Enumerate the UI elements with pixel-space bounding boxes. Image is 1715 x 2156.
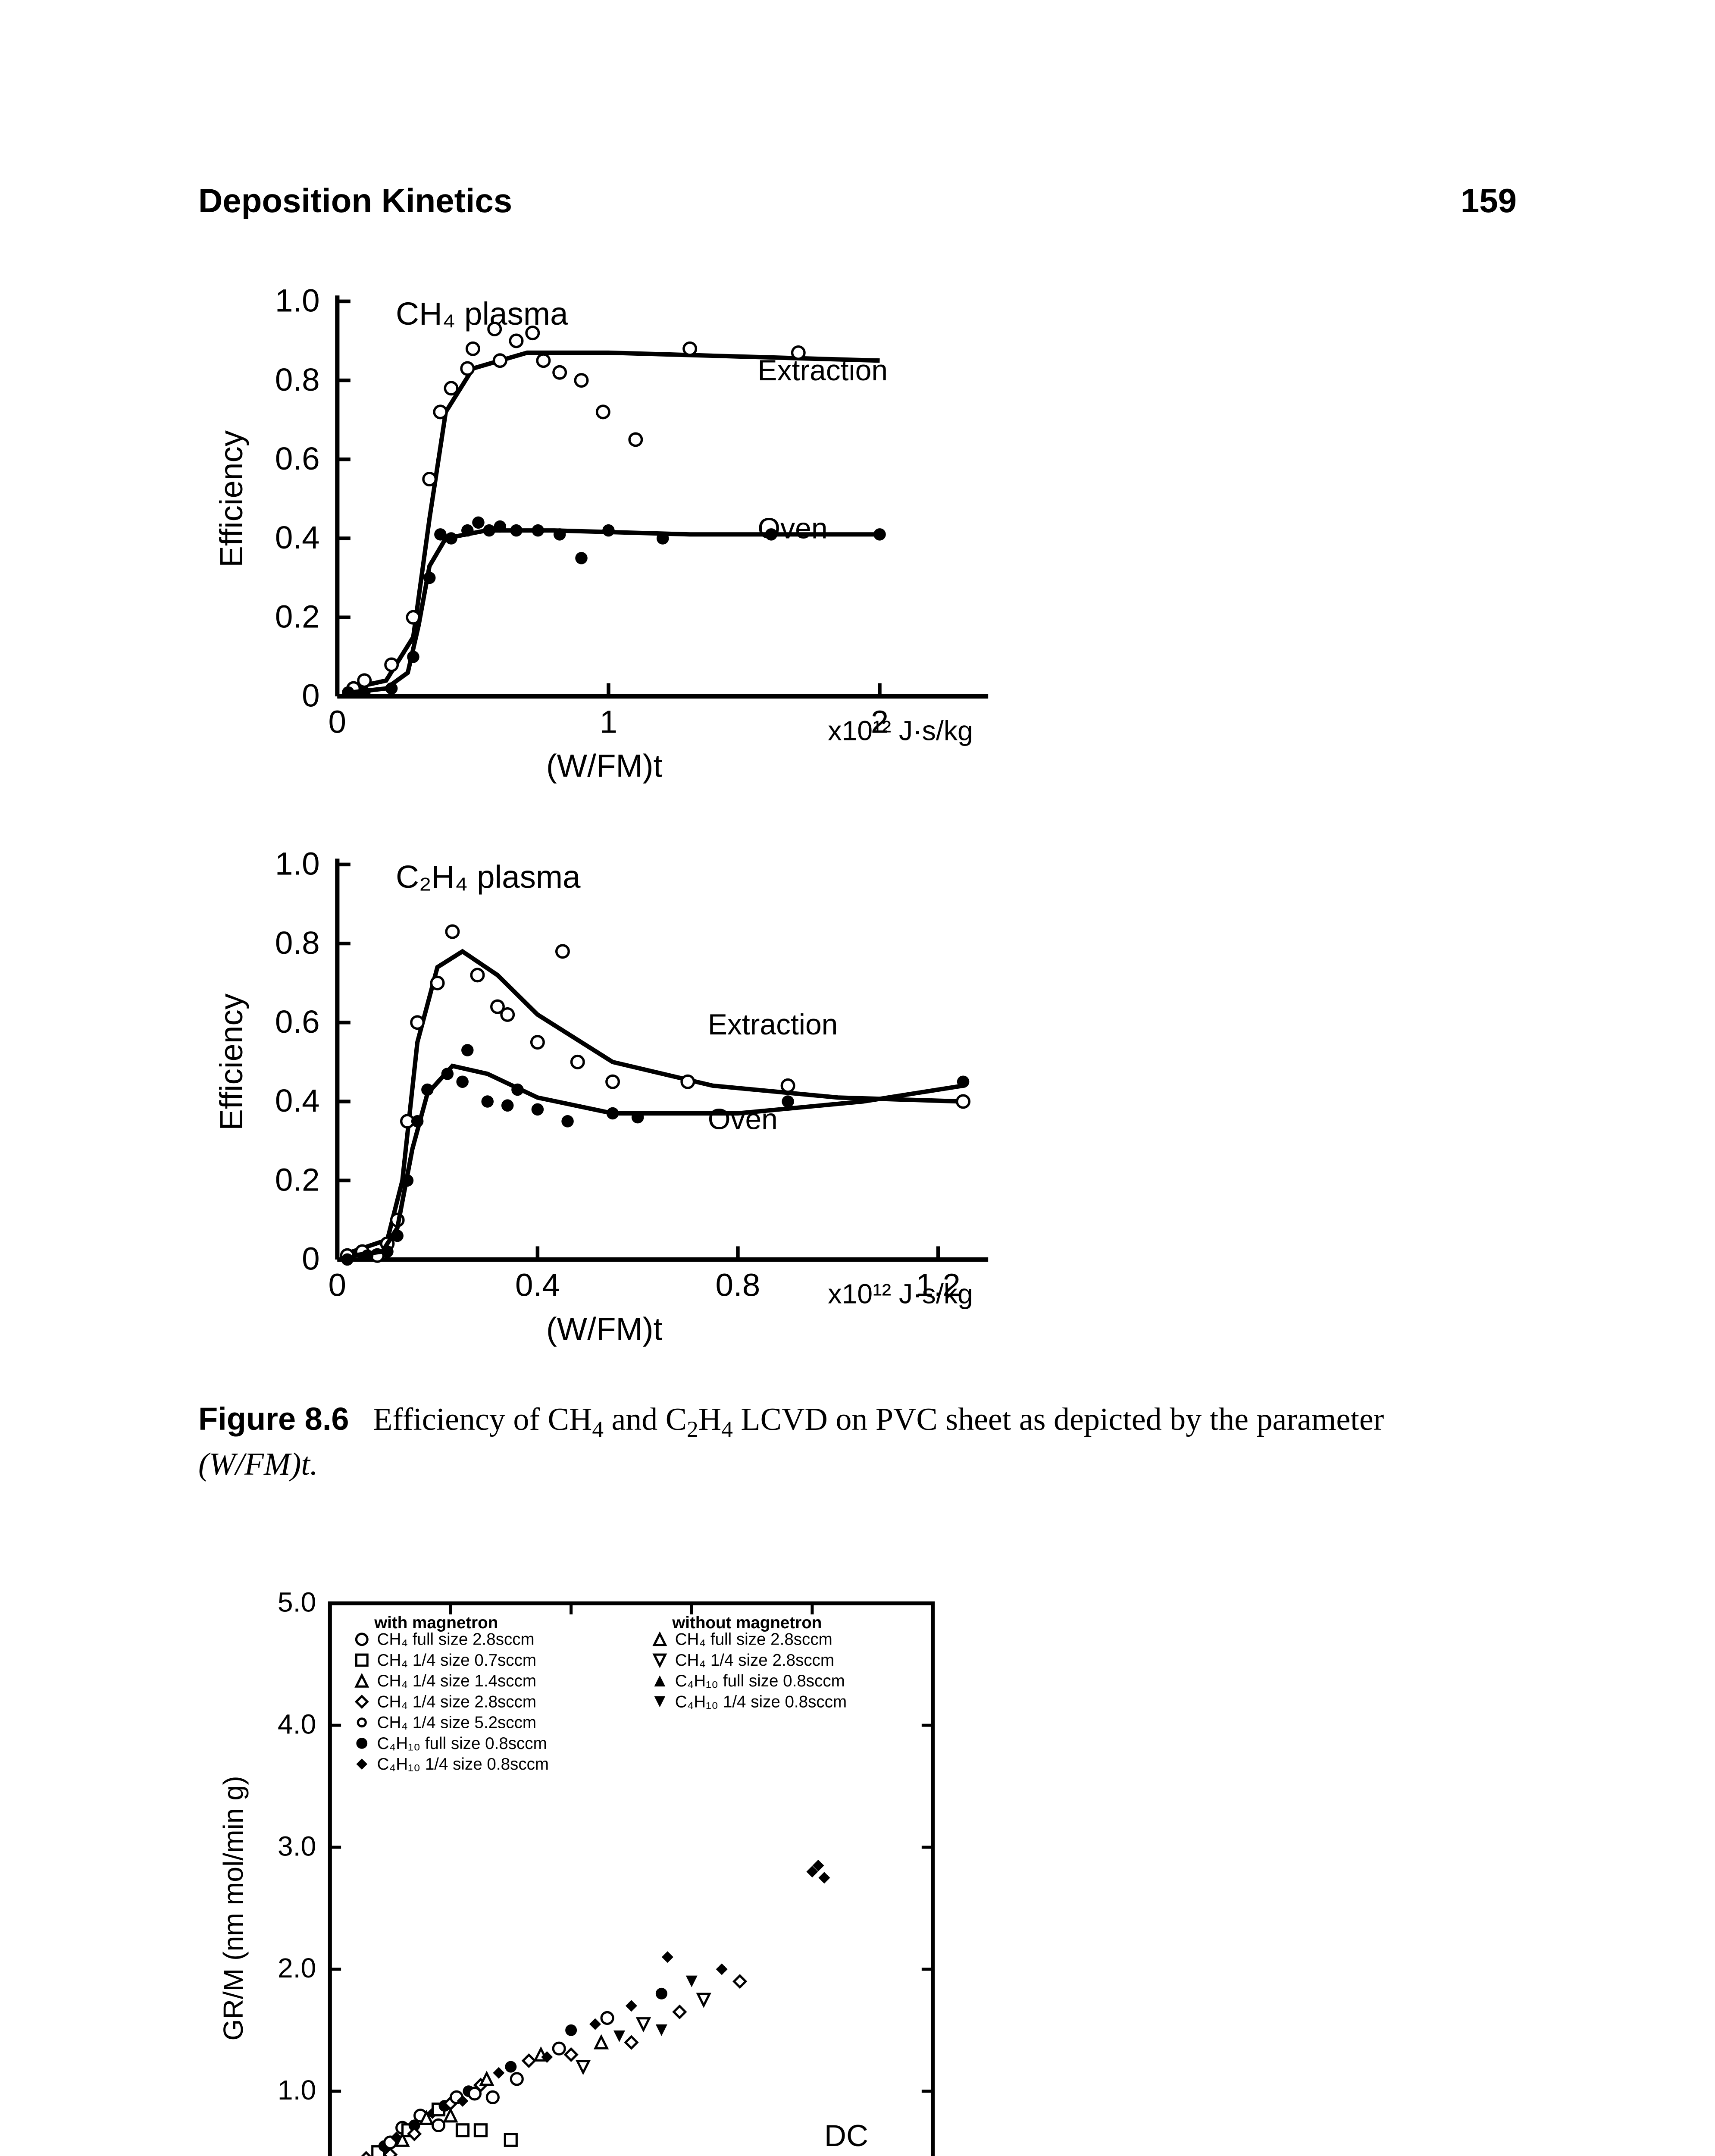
svg-text:Oven: Oven <box>757 512 827 545</box>
page: { "header": { "title": "Deposition Kinet… <box>0 0 1715 2156</box>
svg-text:Oven: Oven <box>708 1103 778 1136</box>
svg-text:(W/FM)t: (W/FM)t <box>546 748 663 784</box>
svg-text:0: 0 <box>329 704 347 740</box>
svg-text:0.8: 0.8 <box>275 924 320 961</box>
svg-text:CH₄ 1/4 size 5.2sccm: CH₄ 1/4 size 5.2sccm <box>377 1713 536 1732</box>
svg-text:3.0: 3.0 <box>278 1830 316 1861</box>
svg-text:with magnetron: with magnetron <box>374 1614 498 1632</box>
svg-text:CH₄ full size 2.8sccm: CH₄ full size 2.8sccm <box>675 1630 832 1648</box>
svg-text:DC: DC <box>824 2118 868 2153</box>
svg-text:Efficiency: Efficiency <box>213 430 249 567</box>
svg-text:CH₄ 1/4 size 2.8sccm: CH₄ 1/4 size 2.8sccm <box>377 1692 536 1711</box>
svg-text:Efficiency: Efficiency <box>213 993 249 1131</box>
figure-8-6-bottom-chart: 00.20.40.60.81.000.40.81.2Efficiency(W/F… <box>198 835 1517 1364</box>
svg-text:C₄H₁₀ 1/4 size 0.8sccm: C₄H₁₀ 1/4 size 0.8sccm <box>377 1755 549 1774</box>
svg-text:Extraction: Extraction <box>708 1009 838 1041</box>
svg-text:GR/M (nm mol/min g): GR/M (nm mol/min g) <box>218 1776 249 2040</box>
svg-text:Extraction: Extraction <box>757 354 888 387</box>
svg-text:1.0: 1.0 <box>275 846 320 882</box>
page-header: Deposition Kinetics 159 <box>198 181 1517 220</box>
svg-text:C₄H₁₀ full size 0.8sccm: C₄H₁₀ full size 0.8sccm <box>675 1672 845 1690</box>
chart-b-svg: 00.20.40.60.81.000.40.81.2Efficiency(W/F… <box>198 835 1017 1362</box>
svg-text:1.0: 1.0 <box>275 282 320 319</box>
svg-text:0.4: 0.4 <box>275 1083 320 1119</box>
svg-text:CH₄ 1/4 size 1.4sccm: CH₄ 1/4 size 1.4sccm <box>377 1672 536 1690</box>
svg-text:0: 0 <box>302 677 320 714</box>
svg-text:CH₄ 1/4 size 0.7sccm: CH₄ 1/4 size 0.7sccm <box>377 1651 536 1669</box>
svg-text:C₄H₁₀ full size 0.8sccm: C₄H₁₀ full size 0.8sccm <box>377 1734 547 1752</box>
svg-text:1.0: 1.0 <box>278 2075 316 2106</box>
figure-8-6-label: Figure 8.6 <box>198 1401 349 1437</box>
svg-text:0.8: 0.8 <box>716 1267 760 1303</box>
figure-8-6-caption: Figure 8.6 Efficiency of CH4 and C2H4 LC… <box>198 1399 1517 1485</box>
chart-a-svg: 00.20.40.60.81.0012Efficiency(W/FM)tx10¹… <box>198 272 1017 799</box>
svg-text:0.4: 0.4 <box>275 519 320 555</box>
svg-text:0: 0 <box>302 1241 320 1277</box>
svg-text:1: 1 <box>600 704 618 740</box>
running-head-title: Deposition Kinetics <box>198 181 512 220</box>
svg-text:x10¹² J·s/kg: x10¹² J·s/kg <box>828 1279 973 1310</box>
svg-text:CH₄ plasma: CH₄ plasma <box>396 295 568 332</box>
svg-text:C₂H₄ plasma: C₂H₄ plasma <box>396 859 581 895</box>
svg-text:0.2: 0.2 <box>275 1162 320 1198</box>
svg-text:0: 0 <box>329 1267 347 1303</box>
svg-text:C₄H₁₀ 1/4 size 0.8sccm: C₄H₁₀ 1/4 size 0.8sccm <box>675 1692 847 1711</box>
svg-text:0.2: 0.2 <box>275 598 320 634</box>
svg-text:5.0: 5.0 <box>278 1586 316 1617</box>
svg-text:CH₄ full size 2.8sccm: CH₄ full size 2.8sccm <box>377 1630 535 1648</box>
page-number: 159 <box>1461 181 1517 220</box>
svg-text:0.4: 0.4 <box>515 1267 560 1303</box>
svg-text:2.0: 2.0 <box>278 1952 316 1984</box>
chart-c-svg: 0.01.02.03.04.05.00.00.20.40.60.81.0Curr… <box>198 1576 974 2156</box>
caption-text: Efficiency of CH <box>373 1402 592 1437</box>
svg-text:x10¹² J·s/kg: x10¹² J·s/kg <box>828 715 973 746</box>
svg-text:4.0: 4.0 <box>278 1708 316 1739</box>
figure-8-7-chart: 0.01.02.03.04.05.00.00.20.40.60.81.0Curr… <box>198 1576 1517 2156</box>
svg-text:(W/FM)t: (W/FM)t <box>546 1311 663 1347</box>
svg-text:without magnetron: without magnetron <box>672 1614 822 1632</box>
figure-8-6-top-chart: 00.20.40.60.81.0012Efficiency(W/FM)tx10¹… <box>198 272 1517 801</box>
svg-text:0.6: 0.6 <box>275 1003 320 1040</box>
svg-text:CH₄ 1/4 size 2.8sccm: CH₄ 1/4 size 2.8sccm <box>675 1651 834 1669</box>
svg-text:0.8: 0.8 <box>275 361 320 398</box>
svg-text:0.6: 0.6 <box>275 440 320 476</box>
